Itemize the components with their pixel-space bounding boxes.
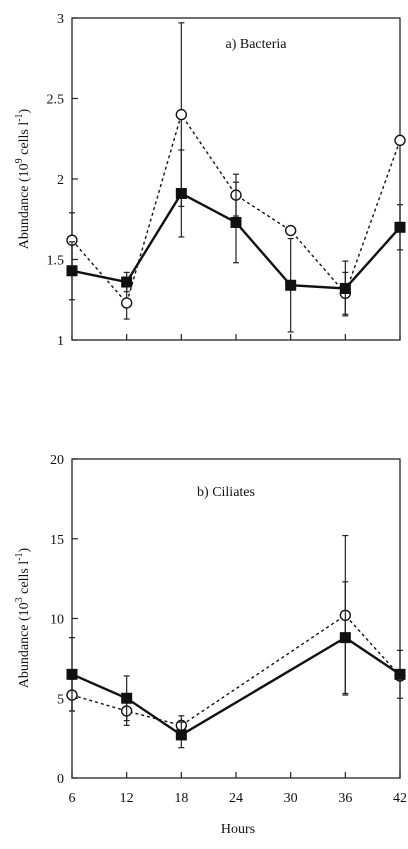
data-point-square xyxy=(394,221,406,233)
chart-panel-1: 1 1.5 2 2.5 3 a) Bacteria Abundance (109 cells… xyxy=(14,12,406,349)
data-point-square xyxy=(121,692,133,704)
data-point-circle xyxy=(394,134,406,147)
x-tick-label: 30 xyxy=(284,791,298,806)
panel-title: a) Bacteria xyxy=(225,37,287,52)
y-axis-title-part: cells l xyxy=(17,561,32,598)
chart-panel-2: 0 5 10 15 20 6 12 18 24 30 36 42 b) Ciliates Abundanc… xyxy=(14,453,407,837)
x-axis-title: Hours xyxy=(221,822,255,837)
y-tick-label: 10 xyxy=(50,613,64,628)
data-point-square xyxy=(285,279,297,291)
data-point-square xyxy=(339,282,351,294)
y-tick-label: 2 xyxy=(57,173,64,188)
data-point-circle xyxy=(175,108,188,121)
data-point-square xyxy=(394,668,406,680)
series-line xyxy=(71,614,401,727)
y-axis-title-part: 3 xyxy=(14,597,25,602)
y-axis-title-part: 9 xyxy=(14,158,25,163)
y-axis-title: Abundance (109 cells l-1) xyxy=(14,108,32,249)
y-axis-title-part: -1 xyxy=(14,552,25,560)
x-tick-label: 12 xyxy=(120,791,134,806)
y-axis-title: Abundance (103 cells l-1) xyxy=(14,547,32,688)
y-tick-label: 1.5 xyxy=(47,254,65,269)
x-tick-label: 36 xyxy=(338,791,352,806)
y-tick-label: 15 xyxy=(50,533,64,548)
x-tick-label: 6 xyxy=(69,791,76,806)
data-point-circle xyxy=(284,224,297,237)
series-filled-squares xyxy=(66,149,406,333)
y-axis-title-part: Abundance (10 xyxy=(17,602,32,688)
y-axis-title-part: cells l xyxy=(17,122,32,159)
y-tick-label: 1 xyxy=(57,334,64,349)
y-tick-label: 3 xyxy=(57,12,64,27)
series-open-circles xyxy=(66,534,406,736)
y-tick-label: 2.5 xyxy=(47,93,65,108)
data-point-square xyxy=(66,265,78,277)
data-point-square xyxy=(121,276,133,288)
series-filled-squares xyxy=(66,581,406,749)
data-point-square xyxy=(175,187,187,199)
y-tick-label: 5 xyxy=(57,692,64,707)
series-open-circles xyxy=(66,22,406,320)
y-axis-title-part: ) xyxy=(17,108,32,113)
y-tick-label: 20 xyxy=(50,453,64,468)
data-point-square xyxy=(175,729,187,741)
data-point-square xyxy=(66,668,78,680)
y-axis-title-part: -1 xyxy=(14,113,25,121)
data-point-circle xyxy=(120,297,133,309)
y-tick-label: 0 xyxy=(57,772,64,787)
panel-title: b) Ciliates xyxy=(197,485,255,500)
data-point-square xyxy=(339,632,351,644)
y-axis-title-part: Abundance (10 xyxy=(17,163,32,249)
series-line xyxy=(71,636,401,737)
x-tick-label: 42 xyxy=(393,791,407,806)
x-tick-label: 24 xyxy=(229,791,243,806)
x-tick-label: 18 xyxy=(174,791,188,806)
data-point-square xyxy=(230,216,242,228)
plot-frame xyxy=(71,458,401,779)
y-axis-title-part: ) xyxy=(17,547,32,552)
